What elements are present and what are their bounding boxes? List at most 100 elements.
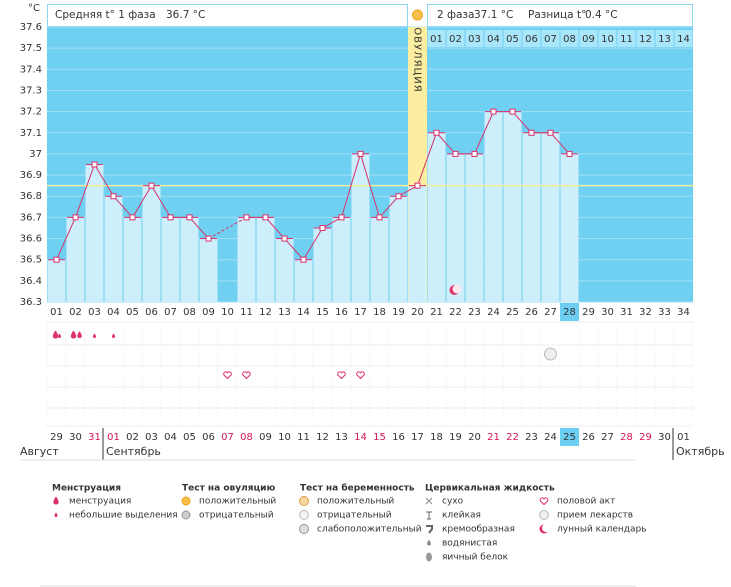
legend-item: слабоположительный xyxy=(317,525,422,535)
phase1-value: 36.7 °C xyxy=(166,9,205,21)
date-label: 01 xyxy=(107,432,120,443)
legend-title: Тест на беременность xyxy=(300,483,415,494)
temperature-bar xyxy=(294,259,313,302)
phase2-day-cell xyxy=(655,30,674,47)
temperature-point xyxy=(338,214,345,221)
plot-layer: 01 02 03 04 05 06 07 08 09 10 11 12 13 14 37.6 37.5 37.4… xyxy=(20,22,725,587)
legend-item: яичный белок xyxy=(442,553,509,563)
cycle-day-label: 13 xyxy=(278,307,291,318)
date-label: 19 xyxy=(449,432,462,443)
cycle-day-label: 26 xyxy=(525,307,538,318)
temperature-bar xyxy=(142,185,161,302)
legend-title: Тест на овуляцию xyxy=(182,484,275,494)
temperature-point xyxy=(186,214,193,221)
temperature-point xyxy=(490,108,497,115)
temperature-point xyxy=(53,256,60,263)
temperature-bar xyxy=(275,238,294,302)
gap-connector xyxy=(208,216,247,239)
moon-icon-cut xyxy=(452,284,462,294)
date-label: 14 xyxy=(354,432,367,443)
legend-item: сухо xyxy=(442,497,464,507)
date-label: 29 xyxy=(50,432,63,443)
intercourse-icon xyxy=(337,371,346,380)
cycle-day-label: 33 xyxy=(658,307,671,318)
date-label: 08 xyxy=(240,432,253,443)
cycle-day-label: 31 xyxy=(620,307,633,318)
phase2-day-label: 02 xyxy=(449,34,462,45)
temperature-point xyxy=(319,224,326,231)
y-tick-label: 37 xyxy=(29,149,42,160)
legend-icon xyxy=(426,525,433,534)
phase2-day-label: 12 xyxy=(639,34,652,45)
cycle-day-label: 02 xyxy=(69,307,82,318)
legend-item: лунный календарь xyxy=(557,525,647,535)
date-label: 10 xyxy=(278,432,291,443)
legend-icon xyxy=(542,524,550,532)
phase2-day-label: 11 xyxy=(620,34,633,45)
temperature-point xyxy=(357,150,364,157)
spotting-icon xyxy=(112,333,115,338)
date-label: 24 xyxy=(544,432,557,443)
legend-item: положительный xyxy=(317,497,394,507)
phase2-day-label: 07 xyxy=(544,34,557,45)
unit-label: °C xyxy=(28,3,40,14)
phase2-day-cell xyxy=(541,30,560,47)
legend-icon xyxy=(299,510,309,520)
date-label: 05 xyxy=(183,432,196,443)
month-label: Август xyxy=(20,445,59,458)
temperature-point xyxy=(433,129,440,136)
y-tick-label: 37.5 xyxy=(20,43,42,54)
legend-item: прием лекарств xyxy=(557,511,633,521)
cycle-day-label: 09 xyxy=(202,307,215,318)
date-label: 21 xyxy=(487,432,500,443)
temperature-point xyxy=(205,235,212,242)
date-label: 16 xyxy=(392,432,405,443)
cycle-day-label: 07 xyxy=(164,307,177,318)
phase2-day-cell xyxy=(636,30,655,47)
temperature-bar xyxy=(389,196,408,302)
phase2-day-cell xyxy=(446,30,465,47)
y-tick-label: 37.6 xyxy=(20,22,42,33)
temperature-point xyxy=(395,193,402,200)
today-cell xyxy=(560,303,579,321)
legend-icon xyxy=(426,552,432,562)
date-label: 31 xyxy=(88,432,101,443)
temperature-point xyxy=(528,129,535,136)
pregnancy-test-icon xyxy=(544,347,557,361)
phase2-day-label: 08 xyxy=(563,34,576,45)
menstruation-icon xyxy=(77,331,82,338)
date-label: 25 xyxy=(563,432,576,443)
cycle-day-label: 19 xyxy=(392,307,405,318)
cycle-day-label: 22 xyxy=(449,307,462,318)
cycle-day-label: 28 xyxy=(563,307,576,318)
phase2-day-label: 09 xyxy=(582,34,595,45)
temperature-point xyxy=(262,214,269,221)
date-label: 30 xyxy=(69,432,82,443)
cycle-day-label: 34 xyxy=(677,307,690,318)
cycle-day-label: 15 xyxy=(316,307,329,318)
legend-item: отрицательный xyxy=(199,511,274,521)
cycle-day-label: 30 xyxy=(601,307,614,318)
temperature-point xyxy=(300,256,307,263)
y-tick-label: 36.8 xyxy=(20,191,42,202)
date-label: 27 xyxy=(601,432,614,443)
temperature-bar xyxy=(522,132,541,302)
date-label: 02 xyxy=(126,432,139,443)
phase2-day-cell xyxy=(465,30,484,47)
temperature-point xyxy=(72,214,79,221)
legend-item: кремообразная xyxy=(442,525,515,535)
temperature-bar xyxy=(85,164,104,302)
temperature-point xyxy=(91,161,98,168)
y-tick-label: 37.3 xyxy=(20,85,42,96)
cycle-day-label: 20 xyxy=(411,307,424,318)
temperature-bar xyxy=(123,217,142,302)
intercourse-icon xyxy=(223,371,232,380)
phase2-day-label: 01 xyxy=(430,34,443,45)
phase2-day-cell xyxy=(522,30,541,47)
temperature-bar xyxy=(47,259,66,302)
temperature-bar xyxy=(104,196,123,302)
temperature-bar xyxy=(541,132,560,302)
temperature-bar xyxy=(180,217,199,302)
phase2-day-label: 13 xyxy=(658,34,671,45)
